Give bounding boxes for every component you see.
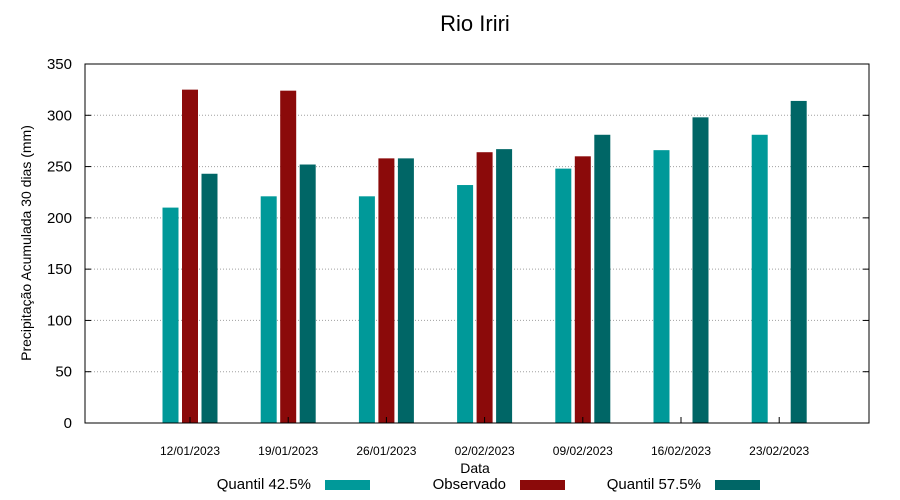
plot-frame <box>84 63 870 424</box>
bar-quantil-42-5--6 <box>751 134 768 423</box>
bar-observado-4 <box>574 156 591 424</box>
chart-title: Rio Iriri <box>440 11 510 36</box>
bar-observado-1 <box>280 90 297 423</box>
legend: Quantil 42.5% Observado Quantil 57.5% <box>217 476 760 493</box>
legend-swatch <box>520 480 565 490</box>
bar-quantil-42-5--5 <box>653 150 670 423</box>
legend-label: Observado <box>433 476 506 493</box>
x-tick-label: 26/01/2023 <box>356 444 416 458</box>
bar-quantil-42-5--4 <box>555 168 572 423</box>
bar-quantil-42-5--0 <box>162 207 179 423</box>
legend-swatch <box>715 480 760 490</box>
bar-quantil-57-5--1 <box>299 164 316 423</box>
bar-quantil-57-5--2 <box>397 158 414 423</box>
y-tick-label: 0 <box>64 415 72 432</box>
y-tick-label: 100 <box>47 312 72 329</box>
y-tick-label: 250 <box>47 159 72 176</box>
y-tick-label: 300 <box>47 107 72 124</box>
bar-quantil-57-5--0 <box>201 173 218 423</box>
bar-quantil-57-5--4 <box>594 134 611 423</box>
x-tick-label: 23/02/2023 <box>749 444 809 458</box>
x-tick-label: 02/02/2023 <box>455 444 515 458</box>
legend-label: Quantil 42.5% <box>217 476 311 493</box>
bar-observado-0 <box>182 89 198 424</box>
y-tick-label: 200 <box>47 210 72 227</box>
bars <box>162 89 807 424</box>
bar-quantil-42-5--2 <box>358 196 375 423</box>
x-tick-label: 19/01/2023 <box>258 444 318 458</box>
bar-quantil-57-5--3 <box>496 149 513 424</box>
legend-swatch <box>325 480 370 490</box>
x-tick-label: 09/02/2023 <box>553 444 613 458</box>
bar-quantil-42-5--3 <box>457 185 474 423</box>
x-axis-label: Data <box>460 460 490 476</box>
x-axis-ticks: 12/01/2023 19/01/2023 26/01/2023 02/02/2023… <box>160 417 810 458</box>
bar-quantil-42-5--1 <box>260 196 277 423</box>
y-axis-label: Precipitação Acumulada 30 dias (mm) <box>18 125 34 361</box>
y-tick-label: 350 <box>47 56 72 73</box>
x-tick-label: 12/01/2023 <box>160 444 220 458</box>
y-tick-label: 50 <box>55 364 72 381</box>
y-tick-label: 150 <box>47 261 72 278</box>
bar-quantil-57-5--6 <box>790 100 807 423</box>
bar-observado-2 <box>378 158 395 423</box>
x-tick-label: 16/02/2023 <box>651 444 711 458</box>
legend-label: Quantil 57.5% <box>607 476 701 493</box>
bar-observado-3 <box>476 152 493 423</box>
y-axis-ticks: 0 50 100 150 200 250 300 350 <box>47 56 869 432</box>
bar-quantil-57-5--5 <box>692 117 709 423</box>
